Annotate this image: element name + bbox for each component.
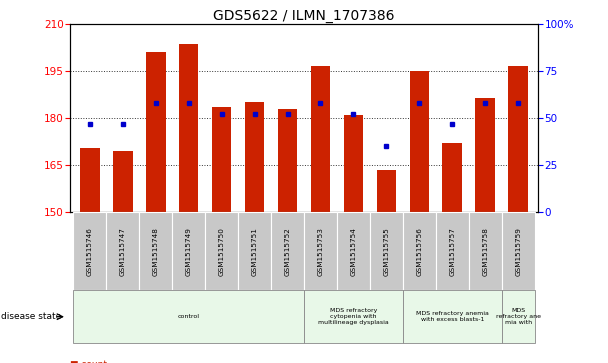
Bar — [370, 212, 403, 290]
Bar — [469, 212, 502, 290]
Text: GSM1515748: GSM1515748 — [153, 227, 159, 276]
Bar — [73, 290, 304, 343]
Bar — [376, 170, 396, 212]
Text: GSM1515758: GSM1515758 — [482, 227, 488, 276]
Bar — [172, 212, 205, 290]
Text: GSM1515754: GSM1515754 — [350, 227, 356, 276]
Bar — [80, 148, 100, 212]
Text: disease state: disease state — [1, 312, 61, 321]
Text: GSM1515753: GSM1515753 — [317, 227, 323, 276]
Bar — [475, 98, 496, 212]
Text: GSM1515747: GSM1515747 — [120, 227, 126, 276]
Bar — [179, 44, 198, 212]
Bar — [205, 212, 238, 290]
Bar — [304, 212, 337, 290]
Bar — [344, 115, 364, 212]
Bar — [502, 212, 535, 290]
Text: control: control — [178, 314, 199, 319]
Bar — [238, 212, 271, 290]
Text: GSM1515755: GSM1515755 — [384, 227, 389, 276]
Bar — [112, 151, 133, 212]
Bar — [146, 52, 165, 212]
Text: GSM1515757: GSM1515757 — [449, 227, 455, 276]
Bar — [73, 212, 106, 290]
Text: GSM1515746: GSM1515746 — [87, 227, 92, 276]
Bar — [311, 66, 330, 212]
Bar — [212, 107, 232, 212]
Text: GSM1515756: GSM1515756 — [416, 227, 423, 276]
Bar — [278, 109, 297, 212]
Bar — [337, 212, 370, 290]
Bar — [271, 212, 304, 290]
Text: MDS refractory
cytopenia with
multilineage dysplasia: MDS refractory cytopenia with multilinea… — [318, 308, 389, 325]
Bar — [410, 71, 429, 212]
Text: GSM1515750: GSM1515750 — [219, 227, 224, 276]
Bar — [304, 290, 403, 343]
Text: GSM1515749: GSM1515749 — [185, 227, 192, 276]
Text: MDS
refractory ane
mia with: MDS refractory ane mia with — [496, 308, 541, 325]
Bar — [443, 143, 462, 212]
Bar — [244, 102, 264, 212]
Bar — [403, 290, 502, 343]
Bar — [508, 66, 528, 212]
Bar — [139, 212, 172, 290]
Bar — [403, 212, 436, 290]
Bar — [106, 212, 139, 290]
Bar — [502, 290, 535, 343]
Text: GSM1515759: GSM1515759 — [516, 227, 521, 276]
Text: GSM1515752: GSM1515752 — [285, 227, 291, 276]
Text: GSM1515751: GSM1515751 — [252, 227, 258, 276]
Bar — [436, 212, 469, 290]
Title: GDS5622 / ILMN_1707386: GDS5622 / ILMN_1707386 — [213, 9, 395, 23]
Text: MDS refractory anemia
with excess blasts-1: MDS refractory anemia with excess blasts… — [416, 311, 489, 322]
Text: ■ count: ■ count — [70, 360, 107, 363]
